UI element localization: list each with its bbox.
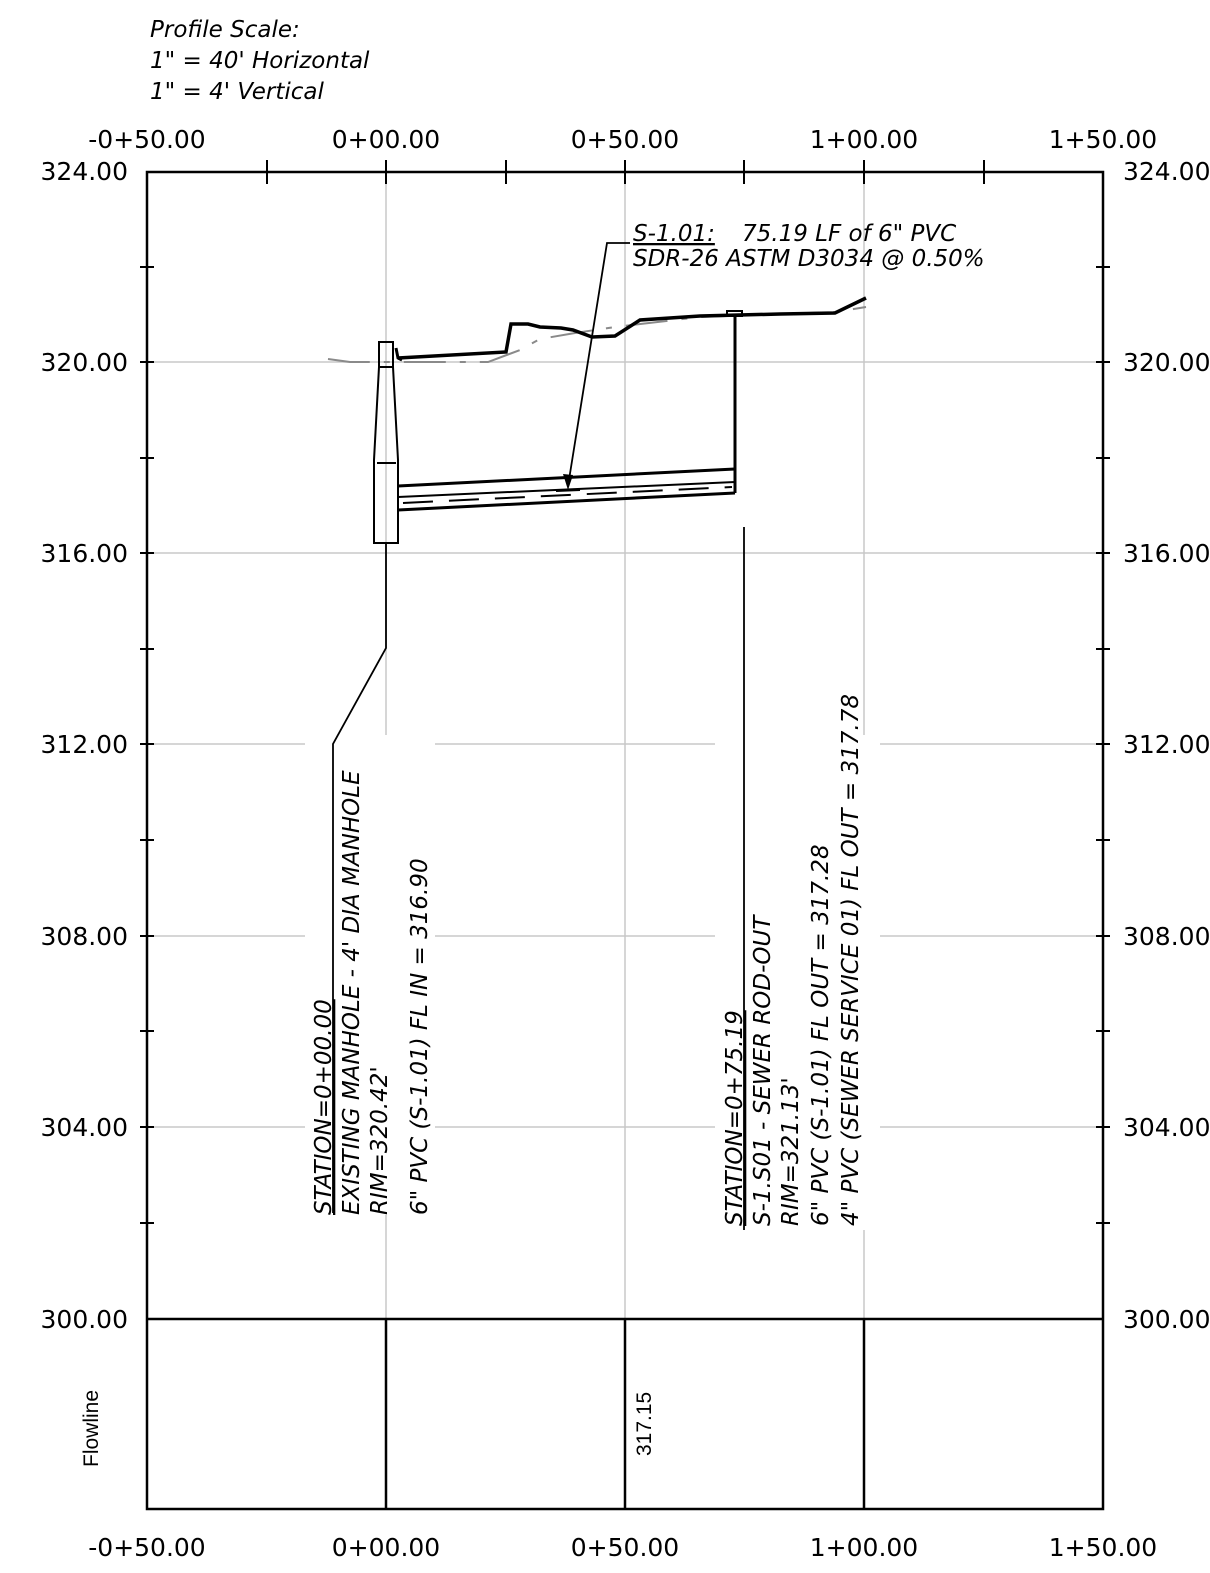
station-label: 0+00.00 bbox=[332, 1533, 440, 1562]
elevation-label: 304.00 bbox=[41, 1113, 128, 1142]
flowline-band: Flowline 317.15 bbox=[80, 1390, 656, 1467]
grid bbox=[147, 172, 1103, 1319]
top-ticks bbox=[266, 160, 985, 184]
proposed-surface-line bbox=[397, 296, 867, 360]
elevation-label: 308.00 bbox=[1123, 922, 1210, 951]
pipe-inner-line bbox=[397, 481, 736, 498]
elevation-label: 320.00 bbox=[1123, 348, 1210, 377]
station-label: -0+50.00 bbox=[88, 1533, 205, 1562]
pipe-centerline bbox=[402, 486, 733, 504]
elevation-label: 312.00 bbox=[41, 730, 128, 759]
sewer-rodout bbox=[726, 310, 743, 493]
rodout-label: STATION=0+75.19 S-1.S01 - SEWER ROD-OUT … bbox=[722, 694, 864, 1226]
callout-pipe-spec: SDR-26 ASTM D3034 @ 0.50% bbox=[633, 246, 985, 272]
scale-note-vertical: 1" = 4' Vertical bbox=[150, 79, 325, 105]
elevation-label: 316.00 bbox=[41, 539, 128, 568]
pipe-invert bbox=[397, 491, 736, 512]
scale-note: Profile Scale: 1" = 40' Horizontal 1" = … bbox=[150, 17, 370, 105]
rodout-station: STATION=0+75.19 bbox=[722, 1010, 748, 1226]
station-label: 1+50.00 bbox=[1049, 1533, 1157, 1562]
station-label: 1+50.00 bbox=[1049, 125, 1157, 154]
scale-note-horizontal: 1" = 40' Horizontal bbox=[150, 48, 370, 74]
elevation-label: 324.00 bbox=[1123, 157, 1210, 186]
manhole-invert-in: 6" PVC (S-1.01) FL IN = 316.90 bbox=[407, 858, 433, 1215]
rodout-name: S-1.S01 - SEWER ROD-OUT bbox=[750, 914, 776, 1226]
rodout-invert-out-6in: 6" PVC (S-1.01) FL OUT = 317.28 bbox=[808, 844, 834, 1226]
station-label: 1+00.00 bbox=[810, 125, 918, 154]
elevation-label: 300.00 bbox=[41, 1305, 128, 1334]
left-elevation-labels: 324.00 320.00 316.00 312.00 308.00 304.0… bbox=[41, 157, 128, 1334]
elevation-label: 324.00 bbox=[41, 157, 128, 186]
flowline-label: Flowline bbox=[80, 1390, 103, 1467]
elevation-label: 320.00 bbox=[41, 348, 128, 377]
bottom-station-labels: -0+50.00 0+00.00 0+50.00 1+00.00 1+50.00 bbox=[88, 1533, 1157, 1562]
left-ticks bbox=[140, 266, 154, 1224]
scale-note-title: Profile Scale: bbox=[150, 17, 300, 43]
callout-leader bbox=[567, 242, 630, 487]
rodout-rim: RIM=321.13' bbox=[778, 1077, 804, 1226]
existing-manhole bbox=[373, 341, 399, 544]
manhole-station: STATION=0+00.00 bbox=[311, 999, 337, 1215]
station-label: 0+50.00 bbox=[571, 125, 679, 154]
pipe-callout: S-1.01: 75.19 LF of 6" PVC SDR-26 ASTM D… bbox=[555, 221, 985, 492]
right-ticks bbox=[1096, 266, 1110, 1224]
callout-tick bbox=[555, 489, 581, 492]
surface-stub bbox=[394, 347, 403, 362]
flowline-value: 317.15 bbox=[633, 1392, 656, 1456]
top-station-labels: -0+50.00 0+00.00 0+50.00 1+00.00 1+50.00 bbox=[88, 125, 1157, 154]
manhole-name: EXISTING MANHOLE - 4' DIA MANHOLE bbox=[339, 770, 365, 1215]
station-label: -0+50.00 bbox=[88, 125, 205, 154]
elevation-label: 312.00 bbox=[1123, 730, 1210, 759]
manhole-body bbox=[373, 366, 399, 544]
elevation-label: 316.00 bbox=[1123, 539, 1210, 568]
station-label: 0+50.00 bbox=[571, 1533, 679, 1562]
callout-pipe-id: S-1.01: bbox=[633, 221, 715, 247]
right-elevation-labels: 324.00 320.00 316.00 312.00 308.00 304.0… bbox=[1123, 157, 1210, 1334]
manhole-leader bbox=[332, 543, 387, 1213]
elevation-label: 304.00 bbox=[1123, 1113, 1210, 1142]
elevation-label: 300.00 bbox=[1123, 1305, 1210, 1334]
callout-pipe-length: 75.19 LF of 6" PVC bbox=[742, 221, 956, 247]
label-masks bbox=[305, 735, 880, 1230]
manhole-rim: RIM=320.42' bbox=[367, 1066, 393, 1215]
station-label: 1+00.00 bbox=[810, 1533, 918, 1562]
callout-arrowhead bbox=[563, 474, 573, 490]
manhole-label-mask bbox=[305, 735, 435, 1215]
elevation-label: 308.00 bbox=[41, 922, 128, 951]
station-label: 0+00.00 bbox=[332, 125, 440, 154]
manhole-leader-line bbox=[332, 543, 387, 1213]
rodout-invert-out-4in: 4" PVC (SEWER SERVICE 01) FL OUT = 317.7… bbox=[838, 694, 864, 1226]
rodout-label-mask bbox=[715, 735, 880, 1230]
manhole-label: STATION=0+00.00 EXISTING MANHOLE - 4' DI… bbox=[311, 770, 433, 1215]
